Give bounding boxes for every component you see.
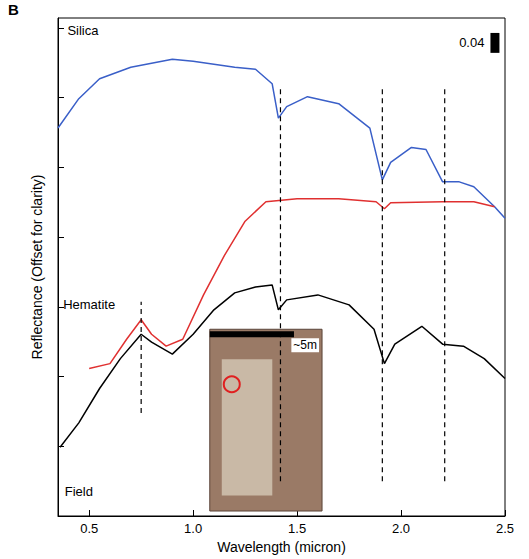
svg-text:Wavelength (micron): Wavelength (micron) bbox=[217, 539, 346, 555]
svg-text:2.5: 2.5 bbox=[496, 521, 514, 536]
svg-text:B: B bbox=[8, 1, 19, 18]
svg-text:1.0: 1.0 bbox=[184, 521, 202, 536]
svg-text:Silica: Silica bbox=[67, 23, 99, 38]
svg-text:0.04: 0.04 bbox=[459, 35, 484, 50]
svg-text:~5m: ~5m bbox=[293, 338, 317, 352]
svg-text:Field: Field bbox=[65, 484, 93, 499]
svg-text:0.5: 0.5 bbox=[80, 521, 98, 536]
svg-text:Hematite: Hematite bbox=[63, 297, 115, 312]
svg-text:Reflectance (Offset for clarit: Reflectance (Offset for clarity) bbox=[29, 175, 45, 360]
svg-text:2.0: 2.0 bbox=[392, 521, 410, 536]
svg-text:1.5: 1.5 bbox=[288, 521, 306, 536]
